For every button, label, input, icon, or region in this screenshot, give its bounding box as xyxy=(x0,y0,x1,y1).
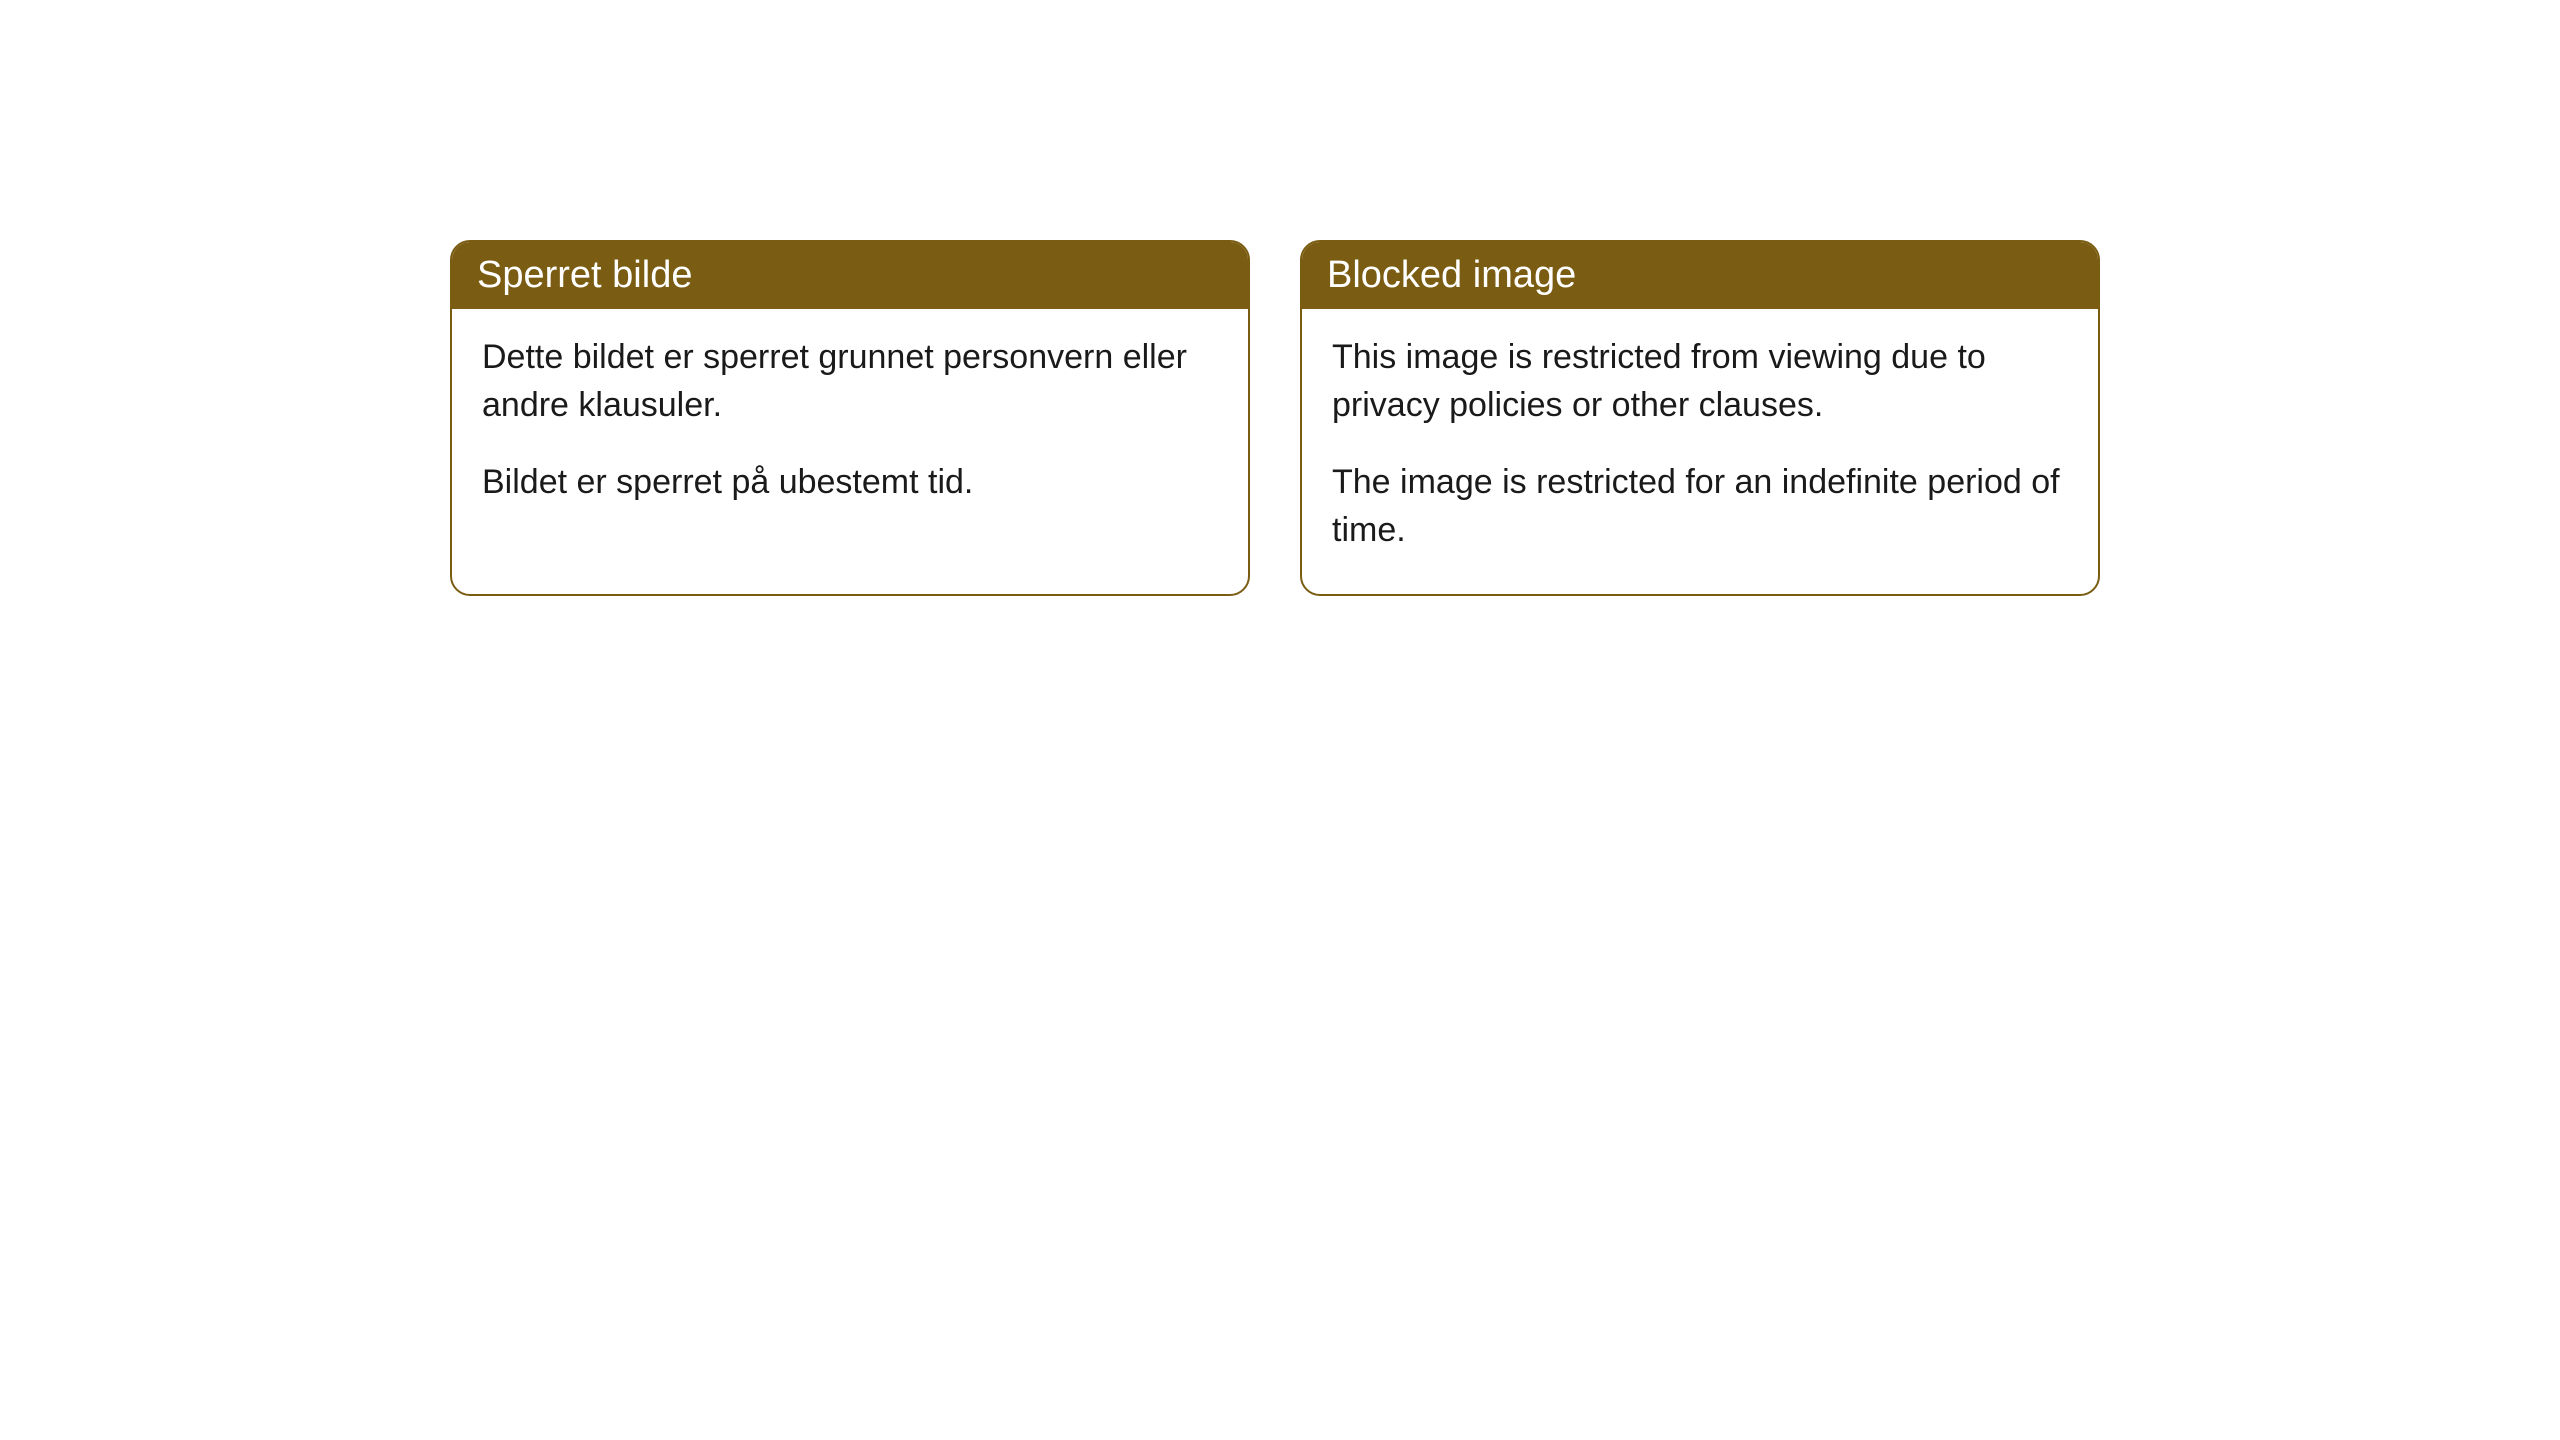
card-body: Dette bildet er sperret grunnet personve… xyxy=(452,309,1248,547)
card-header: Blocked image xyxy=(1302,242,2098,309)
card-title: Blocked image xyxy=(1327,254,1576,296)
card-paragraph: Dette bildet er sperret grunnet personve… xyxy=(482,334,1218,429)
card-paragraph: Bildet er sperret på ubestemt tid. xyxy=(482,459,1218,507)
card-paragraph: The image is restricted for an indefinit… xyxy=(1332,459,2068,554)
cards-container: Sperret bilde Dette bildet er sperret gr… xyxy=(450,240,2100,596)
card-paragraph: This image is restricted from viewing du… xyxy=(1332,334,2068,429)
card-body: This image is restricted from viewing du… xyxy=(1302,309,2098,594)
card-title: Sperret bilde xyxy=(477,254,692,296)
card-header: Sperret bilde xyxy=(452,242,1248,309)
blocked-image-card-english: Blocked image This image is restricted f… xyxy=(1300,240,2100,596)
blocked-image-card-norwegian: Sperret bilde Dette bildet er sperret gr… xyxy=(450,240,1250,596)
